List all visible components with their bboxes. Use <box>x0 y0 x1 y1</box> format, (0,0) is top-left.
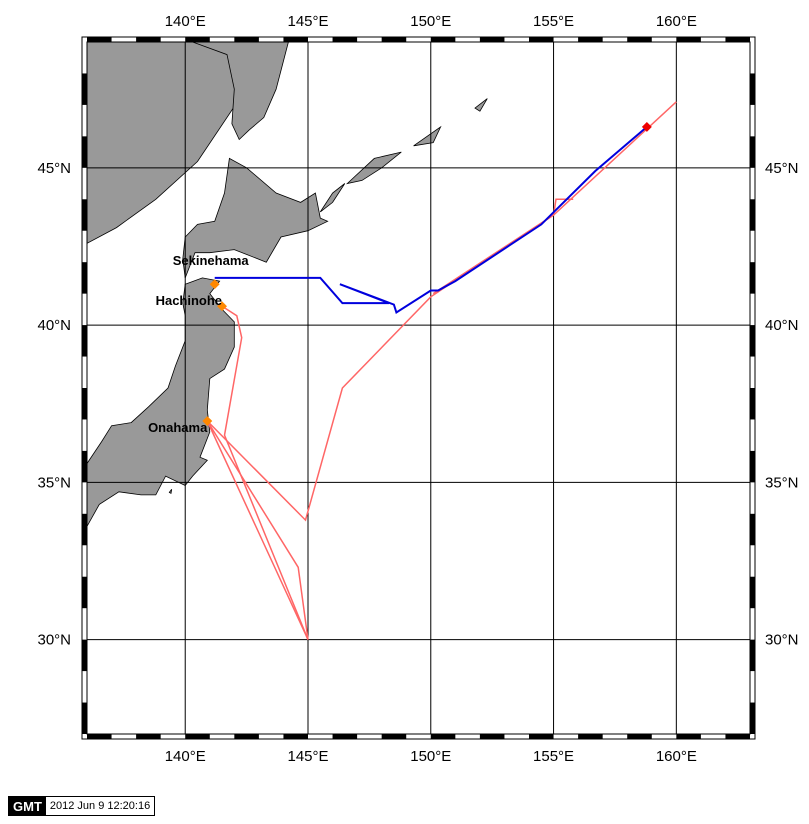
lon-label-bottom-150: 150°E <box>410 748 451 765</box>
lon-label-bottom-140: 140°E <box>165 748 206 765</box>
kunashir <box>319 183 346 213</box>
frame-segment <box>430 734 456 739</box>
frame-segment <box>82 262 87 294</box>
lat-label-right-35: 35°N <box>765 474 799 491</box>
frame-segment <box>82 576 87 609</box>
urup <box>413 125 442 147</box>
frame-segment <box>750 450 755 483</box>
vessel-track <box>214 121 652 315</box>
lat-label-left-45: 45°N <box>37 160 71 177</box>
frame-segment <box>332 37 358 42</box>
lat-label-left-35: 35°N <box>37 474 71 491</box>
frame-segment <box>578 37 603 42</box>
frame-segment <box>750 639 755 672</box>
frame-segment <box>750 513 755 546</box>
planned-route-2 <box>221 305 309 640</box>
map: Sekinehama Hachinohe Onahama 140°E 140°E 145… <box>37 13 798 765</box>
izu-oshima <box>168 489 173 495</box>
frame-segment <box>479 734 505 739</box>
port-label-onahama: Onahama <box>148 420 208 435</box>
frame-segment <box>87 734 112 739</box>
frame-segment <box>578 734 603 739</box>
frame-segment <box>185 37 210 42</box>
lat-label-left-30: 30°N <box>37 632 71 649</box>
latitude-labels: 45°N 45°N 40°N 40°N 35°N 35°N 30°N 30°N <box>37 160 798 649</box>
port-marker-onahama <box>202 416 213 426</box>
frame-segment <box>750 73 755 105</box>
lon-label-top-150: 150°E <box>410 13 451 30</box>
frame-segment <box>185 734 210 739</box>
gmt-logo: GMT <box>9 797 46 815</box>
frame-segment <box>529 734 554 739</box>
lon-label-bottom-145: 145°E <box>287 748 328 765</box>
simushir <box>474 98 488 112</box>
frame-segment <box>82 513 87 546</box>
land-masses <box>86 41 488 528</box>
frame-segment <box>676 37 701 42</box>
planned-route-3 <box>432 198 574 295</box>
lat-label-left-40: 40°N <box>37 317 71 334</box>
frame-segment <box>750 199 755 231</box>
frame-segment <box>87 37 112 42</box>
frame-segment <box>750 262 755 294</box>
frame-segment <box>627 37 652 42</box>
frame-segment <box>676 734 701 739</box>
planned-routes <box>206 101 677 640</box>
frame-segment <box>381 734 407 739</box>
frame-segment <box>82 702 87 734</box>
lat-label-right-30: 30°N <box>765 632 799 649</box>
port-marker-hachinohe <box>217 301 228 312</box>
frame-segment <box>82 325 87 357</box>
lon-label-top-140: 140°E <box>165 13 206 30</box>
frame-segment <box>82 388 87 420</box>
lon-label-top-160: 160°E <box>656 13 697 30</box>
hokkaido <box>182 157 329 279</box>
planned-route-1 <box>206 420 309 640</box>
frame-segment <box>381 37 407 42</box>
frame-segment <box>529 37 554 42</box>
frame-segment <box>82 136 87 168</box>
frame-segment <box>479 37 505 42</box>
frame-segment <box>283 37 308 42</box>
frame-segment <box>750 388 755 420</box>
honshu <box>86 277 235 528</box>
port-label-hachinohe: Hachinohe <box>156 293 222 308</box>
gmt-time: 2012 Jun 9 12:20:16 <box>45 797 155 815</box>
frame-segment <box>234 734 259 739</box>
frame-segment <box>234 37 259 42</box>
frame-segment <box>725 37 750 42</box>
frame-segment <box>136 734 161 739</box>
frame-segment <box>750 702 755 734</box>
frame-segment <box>750 576 755 609</box>
graticule <box>87 42 750 734</box>
lat-label-right-45: 45°N <box>765 160 799 177</box>
frame-segment <box>82 639 87 672</box>
current-position-marker <box>641 121 652 132</box>
lon-label-top-155: 155°E <box>533 13 574 30</box>
port-marker-sekinehama <box>209 279 220 290</box>
map-frame <box>81 36 756 740</box>
ports: Sekinehama Hachinohe Onahama <box>148 253 249 435</box>
frame-segment <box>627 734 652 739</box>
frame-segment <box>332 734 358 739</box>
frame-segment <box>82 73 87 105</box>
actual-track-line <box>214 126 648 315</box>
sakhalin <box>192 41 289 141</box>
lon-label-bottom-155: 155°E <box>533 748 574 765</box>
gmt-timestamp: GMT 2012 Jun 9 12:20:16 <box>8 796 156 816</box>
planned-route-0 <box>206 101 677 522</box>
frame-segment <box>82 450 87 483</box>
longitude-labels: 140°E 140°E 145°E 145°E 150°E 150°E 155°E 155°E… <box>165 13 697 765</box>
frame-segment <box>750 136 755 168</box>
lon-label-bottom-160: 160°E <box>656 748 697 765</box>
frame-segment <box>136 37 161 42</box>
port-label-sekinehama: Sekinehama <box>173 253 250 268</box>
lon-label-top-145: 145°E <box>287 13 328 30</box>
frame-segment <box>725 734 750 739</box>
frame-segment <box>750 325 755 357</box>
frame-segment <box>283 734 308 739</box>
lat-label-right-40: 40°N <box>765 317 799 334</box>
frame-segment <box>430 37 456 42</box>
frame-segment <box>82 199 87 231</box>
